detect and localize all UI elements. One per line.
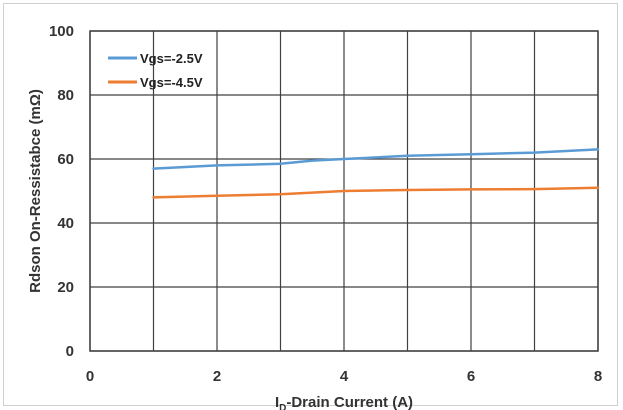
y-tick-label-0: 0 bbox=[66, 343, 74, 360]
x-axis-title-symbol: I bbox=[275, 394, 279, 410]
chart-frame bbox=[3, 3, 618, 406]
series-layer bbox=[152, 148, 600, 199]
series-line-2 bbox=[152, 186, 600, 199]
x-tick-label-6: 6 bbox=[467, 368, 475, 385]
x-axis-title-subscript: D bbox=[279, 403, 286, 410]
tick-layer: 0 20 40 60 80 100 0 2 4 6 8 bbox=[49, 23, 602, 385]
x-tick-label-8: 8 bbox=[594, 368, 602, 385]
legend: Vgs=-2.5V Vgs=-4.5V bbox=[108, 51, 203, 90]
y-tick-label-60: 60 bbox=[57, 151, 74, 168]
series-line-1 bbox=[152, 148, 600, 170]
x-tick-label-0: 0 bbox=[86, 368, 94, 385]
y-tick-label-20: 20 bbox=[57, 279, 74, 296]
x-tick-label-2: 2 bbox=[213, 368, 221, 385]
y-tick-label-80: 80 bbox=[57, 87, 74, 104]
grid-layer bbox=[89, 30, 599, 352]
legend-label-1: Vgs=-2.5V bbox=[140, 51, 203, 66]
y-tick-label-40: 40 bbox=[57, 215, 74, 232]
x-tick-label-4: 4 bbox=[340, 368, 349, 385]
y-axis-title: Rdson On-Ressistabce (mΩ) bbox=[27, 89, 44, 293]
y-tick-label-100: 100 bbox=[49, 23, 74, 40]
x-axis-title-text: -Drain Current (A) bbox=[286, 394, 413, 410]
legend-label-2: Vgs=-4.5V bbox=[140, 75, 203, 90]
x-axis-title: ID-Drain Current (A) bbox=[275, 394, 413, 410]
